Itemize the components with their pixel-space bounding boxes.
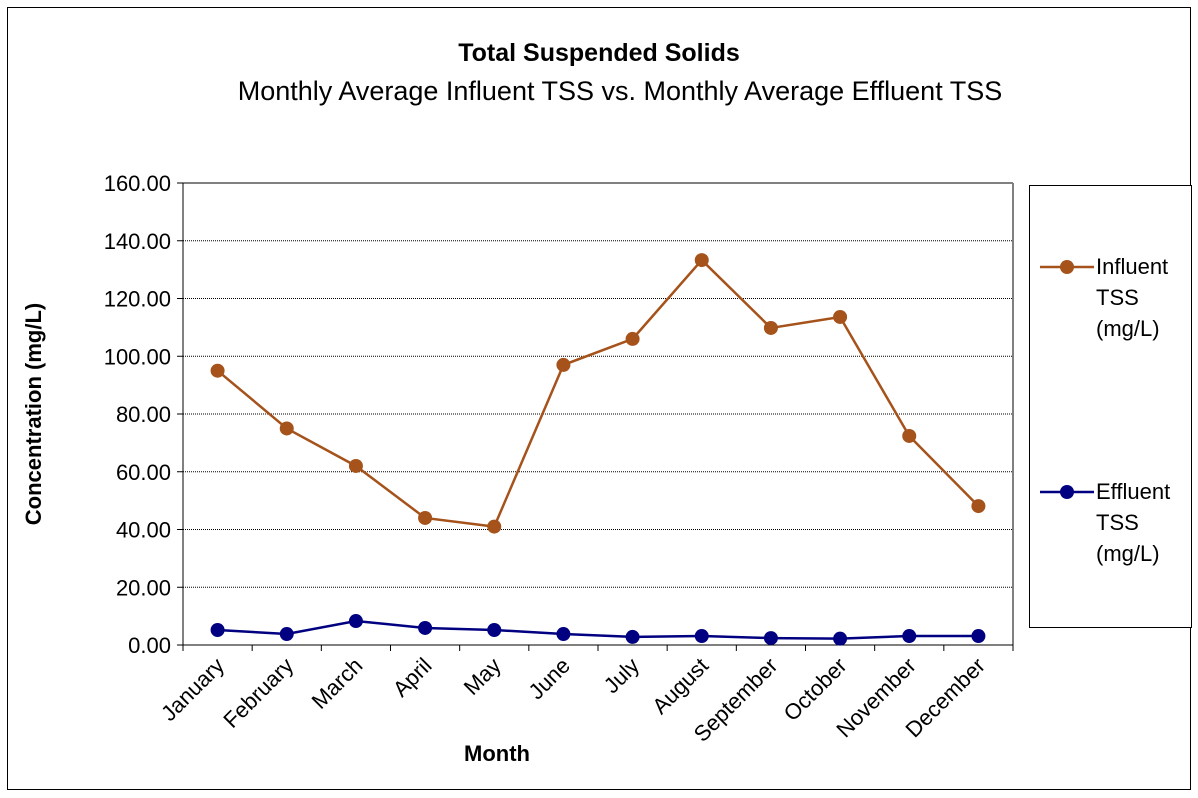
data-point (694, 253, 709, 268)
x-axis-title: Month (464, 741, 530, 766)
legend-label: Effluent TSS (mg/L) (1096, 479, 1171, 566)
data-point (487, 519, 502, 534)
legend-swatch (1040, 260, 1094, 274)
data-point (348, 458, 363, 473)
data-point (971, 629, 986, 644)
legend-item: Influent TSS (mg/L) (1040, 251, 1188, 344)
data-point (487, 622, 502, 637)
data-point (556, 357, 571, 372)
legend-item: Effluent TSS (mg/L) (1040, 476, 1188, 569)
legend-label: Influent TSS (mg/L) (1096, 254, 1169, 341)
series-line (216, 258, 980, 528)
y-tick-label: 100.00 (104, 344, 171, 369)
data-point (418, 620, 433, 635)
data-point (833, 309, 848, 324)
y-tick-label: 60.00 (116, 460, 171, 485)
data-point (625, 331, 640, 346)
data-point (902, 428, 917, 443)
legend-box (1029, 185, 1192, 628)
y-tick-label: 80.00 (116, 402, 171, 427)
chart-frame (7, 7, 1191, 790)
y-tick-label: 40.00 (116, 518, 171, 543)
y-tick-label: 20.00 (116, 575, 171, 600)
data-point (902, 629, 917, 644)
chart-title: Total Suspended Solids (458, 39, 740, 67)
legend-marker (1060, 485, 1074, 499)
y-tick-label: 0.00 (128, 633, 171, 658)
data-point (833, 631, 848, 646)
data-point (694, 629, 709, 644)
chart-subtitle: Monthly Average Influent TSS vs. Monthly… (238, 76, 1002, 106)
series-line (217, 619, 979, 640)
data-point (418, 510, 433, 525)
data-point (971, 499, 986, 514)
data-point (625, 629, 640, 644)
data-point (763, 631, 778, 646)
y-tick-label: 120.00 (104, 287, 171, 312)
legend-swatch (1040, 485, 1094, 499)
data-point (279, 627, 294, 642)
legend-marker (1060, 260, 1074, 274)
data-point (763, 320, 778, 335)
data-point (348, 614, 363, 629)
y-tick-label: 160.00 (104, 171, 171, 196)
y-tick-label: 140.00 (104, 229, 171, 254)
data-point (210, 622, 225, 637)
data-point (210, 363, 225, 378)
data-point (279, 421, 294, 436)
y-axis-title: Concentration (mg/L) (21, 303, 46, 525)
data-point (556, 627, 571, 642)
